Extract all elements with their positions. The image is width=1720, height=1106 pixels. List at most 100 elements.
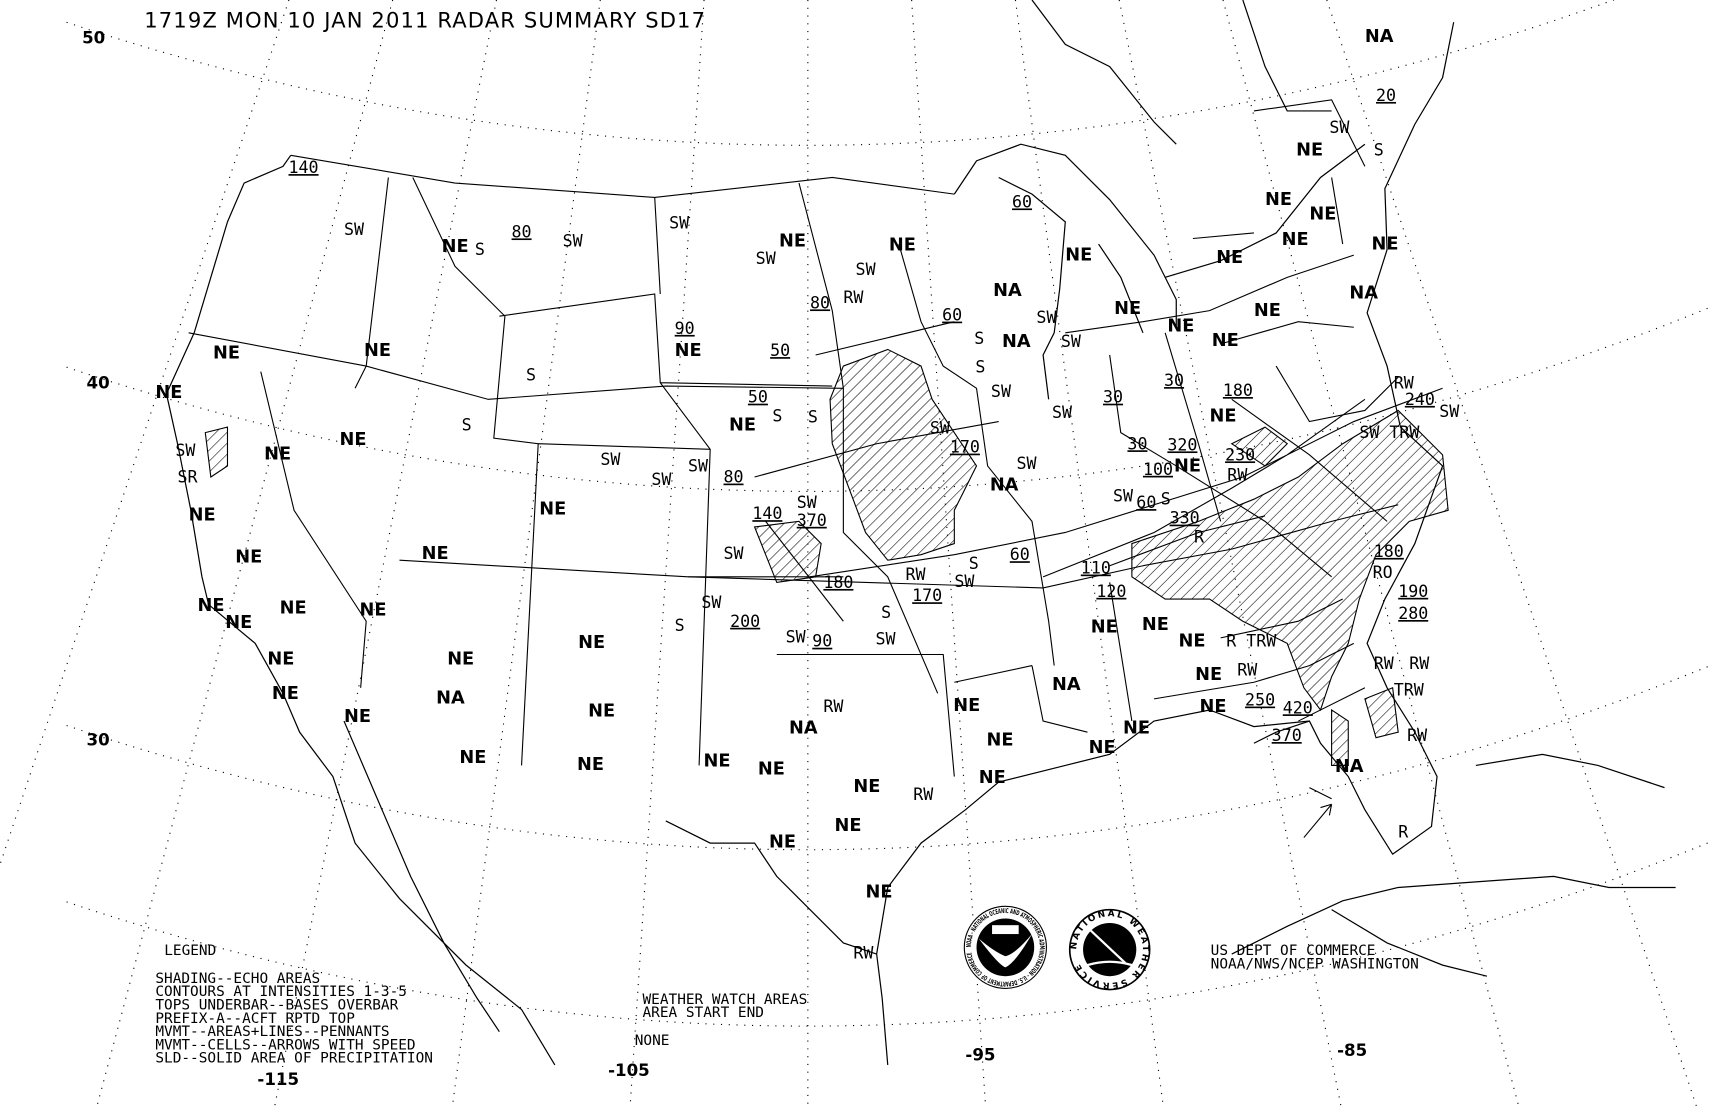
- echo-label: SW: [563, 231, 584, 250]
- legend-heading: LEGEND: [164, 943, 216, 959]
- echo-top-label: 170: [950, 438, 980, 457]
- echo-label: NE: [1114, 299, 1141, 319]
- echo-top-label: 90: [812, 632, 832, 651]
- echo-label: RW: [1409, 654, 1430, 673]
- echo-label: SW TRW: [1359, 423, 1420, 442]
- echo-label: SW: [1113, 486, 1134, 505]
- watch-value: NONE: [635, 1033, 670, 1049]
- echo-label: NE: [1282, 230, 1309, 250]
- echo-label: NE: [987, 730, 1014, 750]
- echo-label: NE: [267, 649, 294, 669]
- echo-label: NE: [889, 236, 916, 256]
- longitude-line: [629, 0, 705, 1106]
- echo-label: SW: [701, 593, 722, 612]
- legend-line: TOPS UNDERBAR--BASES OVERBAR: [155, 997, 398, 1013]
- latitude-line: [66, 842, 1710, 1027]
- echo-label: NE: [834, 816, 861, 836]
- echo-label: NE: [1065, 246, 1092, 266]
- echo-label: NE: [1212, 331, 1239, 351]
- echo-label: NA: [1349, 283, 1378, 303]
- echo-label: RW: [1227, 465, 1248, 484]
- echo-top-label: 90: [675, 319, 695, 338]
- echo-label: S: [772, 407, 782, 426]
- echo-label: SW: [1036, 308, 1057, 327]
- echo-label: RW: [1374, 654, 1395, 673]
- echo-top-label: 80: [724, 468, 744, 487]
- map-title: 1719Z MON 10 JAN 2011 RADAR SUMMARY SD17: [144, 8, 706, 33]
- longitude-line: [0, 0, 290, 867]
- echo-label: NE: [1210, 407, 1237, 427]
- echo-label: S: [1374, 140, 1384, 159]
- lat-label-30: 30: [87, 730, 110, 749]
- echo-label: SW: [930, 419, 951, 438]
- echo-top-label: 420: [1283, 698, 1313, 717]
- echo-areas: [204, 348, 1449, 766]
- echo-label: NE: [577, 755, 604, 775]
- echo-label: NE: [704, 752, 731, 772]
- echo-label: NE: [1372, 235, 1399, 255]
- echo-label: NE: [198, 596, 225, 616]
- legend-line: MVMT--AREAS+LINES--PENNANTS: [155, 1024, 389, 1040]
- echo-label: NE: [578, 633, 605, 653]
- lat-label-40: 40: [87, 373, 110, 392]
- echo-label: NE: [360, 601, 387, 621]
- echo-top-label: 60: [1012, 192, 1032, 211]
- echo-label: S: [475, 240, 485, 259]
- echo-label: NE: [1167, 317, 1194, 337]
- echo-label: NE: [1089, 738, 1116, 758]
- echo-label: NE: [344, 707, 371, 727]
- echo-top-label: 140: [289, 158, 319, 177]
- echo-top-label: 50: [748, 388, 768, 407]
- echo-label: S: [526, 366, 536, 385]
- echo-label: SW: [1329, 118, 1350, 137]
- echo-label: NE: [1178, 632, 1205, 652]
- echo-label: SW: [856, 260, 877, 279]
- echo-top-label: 30: [1127, 434, 1147, 453]
- echo-top-label: 190: [1398, 582, 1428, 601]
- echo-top-label: 30: [1164, 371, 1184, 390]
- longitude-line: [451, 0, 601, 1106]
- echo-label: SW: [954, 572, 975, 591]
- echo-label: RW: [905, 565, 926, 584]
- weather-watch-areas: WEATHER WATCH AREAS AREA START END NONE: [635, 992, 808, 1049]
- echo-label: S: [974, 329, 984, 348]
- echo-label: NE: [1200, 697, 1227, 717]
- longitude-line: [1326, 0, 1697, 1106]
- watch-columns: AREA START END: [643, 1005, 764, 1021]
- echo-label: SW: [876, 630, 897, 649]
- echo-top-label: 320: [1167, 435, 1197, 454]
- echo-label: SW: [651, 470, 672, 489]
- echo-label: SW: [1016, 454, 1037, 473]
- echo-top-label: 60: [1136, 493, 1156, 512]
- lon-label-115: -115: [257, 1070, 299, 1089]
- echo-top-label: 180: [1374, 542, 1404, 561]
- echo-label: SW: [786, 627, 807, 646]
- echo-label: S: [881, 603, 891, 622]
- echo-label: NA: [1002, 332, 1031, 352]
- lon-label-85: -85: [1337, 1041, 1367, 1060]
- echo-label: NE: [675, 341, 702, 361]
- echo-label: RW: [853, 943, 874, 962]
- echo-label: SW: [344, 220, 365, 239]
- echo-label: SW: [1052, 403, 1073, 422]
- echo-label: SW: [1061, 332, 1082, 351]
- legend-line: SLD--SOLID AREA OF PRECIPITATION: [155, 1051, 433, 1067]
- echo-top-label: 250: [1245, 691, 1275, 710]
- echo-top-label: 230: [1225, 445, 1255, 464]
- echo-label: SW: [600, 450, 621, 469]
- echo-top-label: 370: [797, 511, 827, 530]
- echo-label: NE: [235, 547, 262, 567]
- echo-top-label: 370: [1272, 726, 1302, 745]
- echo-label: NE: [422, 544, 449, 564]
- echo-label: NE: [364, 341, 391, 361]
- echo-top-label: 140: [752, 504, 782, 523]
- echo-top-label: 330: [1170, 509, 1200, 528]
- echo-label: RW: [1407, 726, 1428, 745]
- echo-label: R TRW: [1226, 632, 1277, 651]
- echo-label: S: [808, 408, 818, 427]
- echo-label: RW: [1237, 661, 1258, 680]
- lon-label-105: -105: [608, 1061, 650, 1080]
- echo-label: SW: [1439, 402, 1460, 421]
- latitude-line: [66, 665, 1710, 851]
